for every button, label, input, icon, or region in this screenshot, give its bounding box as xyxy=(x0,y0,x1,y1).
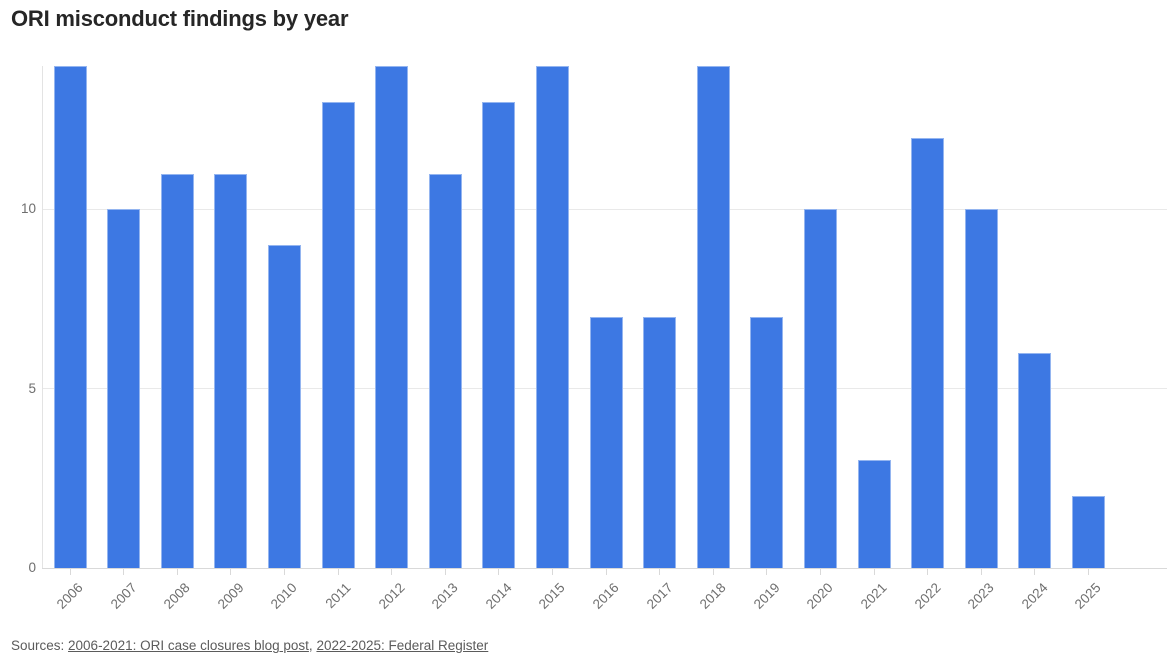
x-tick-2014 xyxy=(498,568,500,575)
bar-2024 xyxy=(1018,352,1052,568)
x-tick-2023 xyxy=(980,568,982,575)
x-tick-2019 xyxy=(766,568,768,575)
y-tick-label-0: 0 xyxy=(28,560,36,575)
source-prefix: Sources: xyxy=(11,638,69,653)
x-tick-2013 xyxy=(444,568,446,575)
x-tick-label-2021: 2021 xyxy=(857,580,890,612)
x-tick-label-2016: 2016 xyxy=(589,580,622,612)
bar-2020 xyxy=(803,209,837,568)
x-tick-label-2007: 2007 xyxy=(107,580,140,612)
bar-2018 xyxy=(696,66,730,568)
x-tick-label-2013: 2013 xyxy=(428,580,461,612)
x-tick-2020 xyxy=(819,568,821,575)
x-tick-label-2015: 2015 xyxy=(536,580,569,612)
gridline-10 xyxy=(43,208,1167,210)
bar-2021 xyxy=(857,460,891,568)
x-tick-2009 xyxy=(230,568,232,575)
chart-title: ORI misconduct findings by year xyxy=(11,6,349,31)
bar-2017 xyxy=(643,317,677,568)
x-tick-label-2020: 2020 xyxy=(804,580,837,612)
bar-2007 xyxy=(107,209,141,568)
source-separator: , xyxy=(308,638,317,653)
x-tick-label-2008: 2008 xyxy=(160,580,193,612)
y-axis-labels: 0 5 10 xyxy=(0,66,36,575)
bar-2008 xyxy=(160,173,194,568)
x-tick-2007 xyxy=(123,568,125,575)
source-line: Sources: 2006-2021: ORI case closures bl… xyxy=(11,638,488,653)
x-tick-2008 xyxy=(176,568,178,575)
x-tick-label-2006: 2006 xyxy=(53,580,86,612)
x-tick-label-2010: 2010 xyxy=(268,580,301,612)
x-axis-labels: 2006 2007 2008 2009 2010 2011 2012 2013 2014 2015… xyxy=(43,577,1167,632)
x-tick-label-2023: 2023 xyxy=(964,580,997,612)
x-tick-label-2025: 2025 xyxy=(1072,580,1105,612)
x-tick-2022 xyxy=(927,568,929,575)
x-tick-2017 xyxy=(659,568,661,575)
bar-2011 xyxy=(321,101,355,568)
y-axis-line xyxy=(42,66,43,568)
x-tick-2021 xyxy=(873,568,875,575)
x-tick-2024 xyxy=(1034,568,1036,575)
bar-2013 xyxy=(428,173,462,568)
bar-2016 xyxy=(589,317,623,568)
x-tick-label-2014: 2014 xyxy=(482,580,515,612)
x-tick-2016 xyxy=(605,568,607,575)
bar-2025 xyxy=(1071,496,1105,568)
x-tick-label-2012: 2012 xyxy=(375,580,408,612)
source-link-federal-register[interactable]: 2022-2025: Federal Register xyxy=(316,638,489,653)
bar-2009 xyxy=(214,173,248,568)
x-tick-2010 xyxy=(283,568,285,575)
plot-area xyxy=(42,66,1167,575)
x-tick-2015 xyxy=(551,568,553,575)
bar-2006 xyxy=(53,66,87,568)
x-tick-label-2022: 2022 xyxy=(911,580,944,612)
x-tick-2011 xyxy=(337,568,339,575)
bar-2015 xyxy=(535,66,569,568)
x-tick-label-2018: 2018 xyxy=(696,580,729,612)
bar-2010 xyxy=(267,245,301,568)
bar-2014 xyxy=(482,101,516,568)
x-tick-2012 xyxy=(391,568,393,575)
x-tick-label-2009: 2009 xyxy=(214,580,247,612)
x-tick-label-2011: 2011 xyxy=(322,580,354,612)
x-tick-2006 xyxy=(69,568,71,575)
source-link-ori-blog[interactable]: 2006-2021: ORI case closures blog post xyxy=(68,638,309,653)
x-tick-label-2019: 2019 xyxy=(750,580,783,612)
x-tick-label-2017: 2017 xyxy=(643,580,676,612)
bar-2019 xyxy=(750,317,784,568)
y-tick-label-10: 10 xyxy=(20,201,36,217)
x-tick-2025 xyxy=(1087,568,1089,575)
x-tick-label-2024: 2024 xyxy=(1018,580,1051,612)
bar-2012 xyxy=(375,66,409,568)
x-tick-2018 xyxy=(712,568,714,575)
x-axis-line xyxy=(42,568,1167,569)
y-tick-label-5: 5 xyxy=(28,380,36,396)
bar-2022 xyxy=(911,137,945,568)
bar-2023 xyxy=(964,209,998,568)
